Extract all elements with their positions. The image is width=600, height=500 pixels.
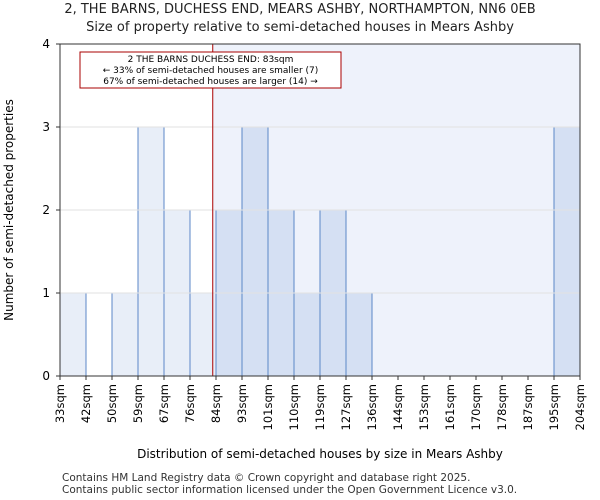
x-tick-label-127sqm: 127sqm bbox=[339, 384, 353, 430]
bar-127sqm bbox=[345, 292, 373, 377]
x-tick-label-144sqm: 144sqm bbox=[391, 384, 405, 430]
annotation-box: 2 THE BARNS DUCHESS END: 83sqm ← 33% of … bbox=[79, 51, 342, 89]
x-tick-label-153sqm: 153sqm bbox=[417, 384, 431, 430]
annotation-line1: 2 THE BARNS DUCHESS END: 83sqm bbox=[128, 55, 294, 65]
x-tick-label-59sqm: 59sqm bbox=[131, 384, 145, 423]
x-tick-label-136sqm: 136sqm bbox=[365, 384, 379, 430]
x-tick-label-119sqm: 119sqm bbox=[313, 384, 327, 430]
plot-frame bbox=[59, 43, 581, 377]
bar-76sqm bbox=[189, 292, 217, 377]
x-tick-label-204sqm: 204sqm bbox=[573, 384, 587, 430]
annotation-line3: 67% of semi-detached houses are larger (… bbox=[103, 77, 318, 87]
x-tick-label-178sqm: 178sqm bbox=[495, 384, 509, 430]
x-axis: 33sqm 42sqm 50sqm 59sqm 67sqm 76sqm 84sqm 93sqm… bbox=[53, 376, 587, 430]
footer-line2: Contains public sector information licen… bbox=[62, 484, 518, 496]
x-tick-label-76sqm: 76sqm bbox=[183, 384, 197, 423]
bar-50sqm bbox=[111, 292, 139, 377]
x-tick-label-67sqm: 67sqm bbox=[157, 384, 171, 423]
chart-title-line2: Size of property relative to semi-detach… bbox=[86, 20, 514, 35]
x-tick-label-101sqm: 101sqm bbox=[261, 384, 275, 430]
bar-93sqm bbox=[241, 126, 269, 377]
x-tick-label-195sqm: 195sqm bbox=[547, 384, 561, 430]
x-tick-label-170sqm: 170sqm bbox=[469, 384, 483, 430]
y-tick-label: 0 bbox=[42, 369, 50, 383]
bar-110sqm bbox=[293, 292, 321, 377]
x-tick-label-50sqm: 50sqm bbox=[105, 384, 119, 423]
y-tick-label: 1 bbox=[42, 286, 50, 300]
footer-attribution: Contains HM Land Registry data © Crown c… bbox=[62, 472, 517, 496]
x-tick-label-84sqm: 84sqm bbox=[209, 384, 223, 423]
y-tick-label: 3 bbox=[42, 120, 50, 134]
bar-59sqm bbox=[137, 126, 165, 377]
annotation-line2: ← 33% of semi-detached houses are smalle… bbox=[103, 66, 319, 76]
x-axis-label: Distribution of semi-detached houses by … bbox=[137, 447, 503, 461]
x-tick-label-187sqm: 187sqm bbox=[521, 384, 535, 430]
x-tick-label-33sqm: 33sqm bbox=[53, 384, 67, 423]
x-tick-label-42sqm: 42sqm bbox=[79, 384, 93, 423]
x-tick-label-161sqm: 161sqm bbox=[443, 384, 457, 430]
y-tick-label: 2 bbox=[42, 203, 50, 217]
y-tick-label: 4 bbox=[42, 37, 50, 51]
x-tick-label-93sqm: 93sqm bbox=[235, 384, 249, 423]
y-axis-label: Number of semi-detached properties bbox=[2, 99, 16, 321]
bar-195sqm bbox=[553, 126, 581, 377]
footer-line1: Contains HM Land Registry data © Crown c… bbox=[62, 472, 471, 484]
chart-title-line1: 2, THE BARNS, DUCHESS END, MEARS ASHBY, … bbox=[64, 2, 536, 17]
x-tick-label-110sqm: 110sqm bbox=[287, 384, 301, 430]
bar-33sqm bbox=[59, 292, 87, 377]
